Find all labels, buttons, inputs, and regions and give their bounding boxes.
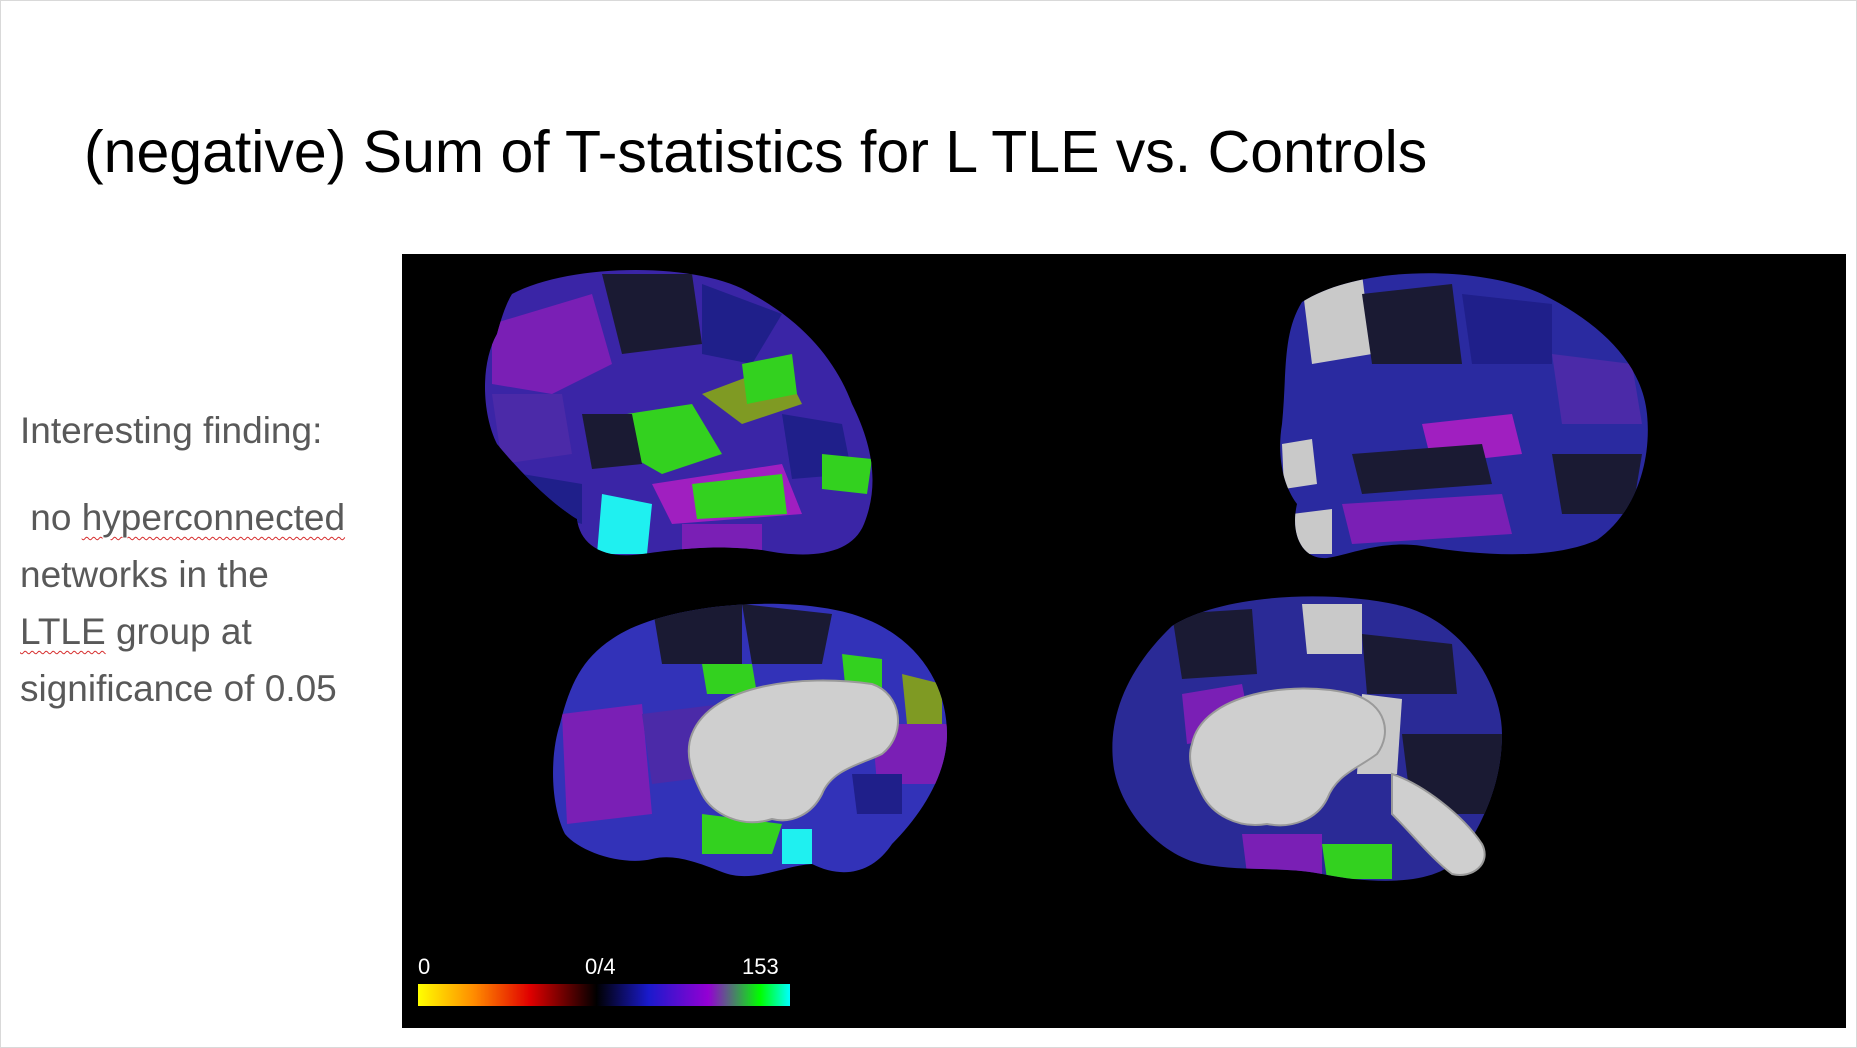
colorbar-max-label: 153 xyxy=(742,954,779,979)
spellcheck-word-hyperconnected: hyperconnected xyxy=(81,497,346,538)
notes-line-2: networks in the xyxy=(20,554,269,595)
spellcheck-word-ltle: LTLE xyxy=(20,611,106,652)
brain-left-lateral xyxy=(484,270,873,556)
notes-heading: Interesting finding: xyxy=(20,410,323,451)
colorbar-min-label: 0 xyxy=(418,954,430,979)
notes-line-3: LTLE group at xyxy=(20,603,390,660)
notes-line-1-prefix: no xyxy=(20,497,82,538)
notes-line-3-suffix: group at xyxy=(105,611,252,652)
notes-line-1: no hyperconnected xyxy=(20,489,390,546)
brain-figure-svg: 0 0/4 153 xyxy=(418,270,1648,1006)
colorbar-gradient xyxy=(418,984,790,1006)
notes-line-4: significance of 0.05 xyxy=(20,668,337,709)
brain-right-medial xyxy=(1112,596,1502,881)
brain-left-medial xyxy=(553,603,947,877)
colorbar-mid-label: 0/4 xyxy=(585,954,616,979)
brain-right-lateral xyxy=(1280,273,1648,559)
brain-surface-figure[interactable]: 0 0/4 153 xyxy=(402,254,1846,1028)
notes-textbox[interactable]: Interesting finding: no hyperconnected n… xyxy=(20,402,390,717)
colorbar: 0 0/4 153 xyxy=(418,954,790,1006)
slide-title[interactable]: (negative) Sum of T-statistics for L TLE… xyxy=(84,119,1428,185)
